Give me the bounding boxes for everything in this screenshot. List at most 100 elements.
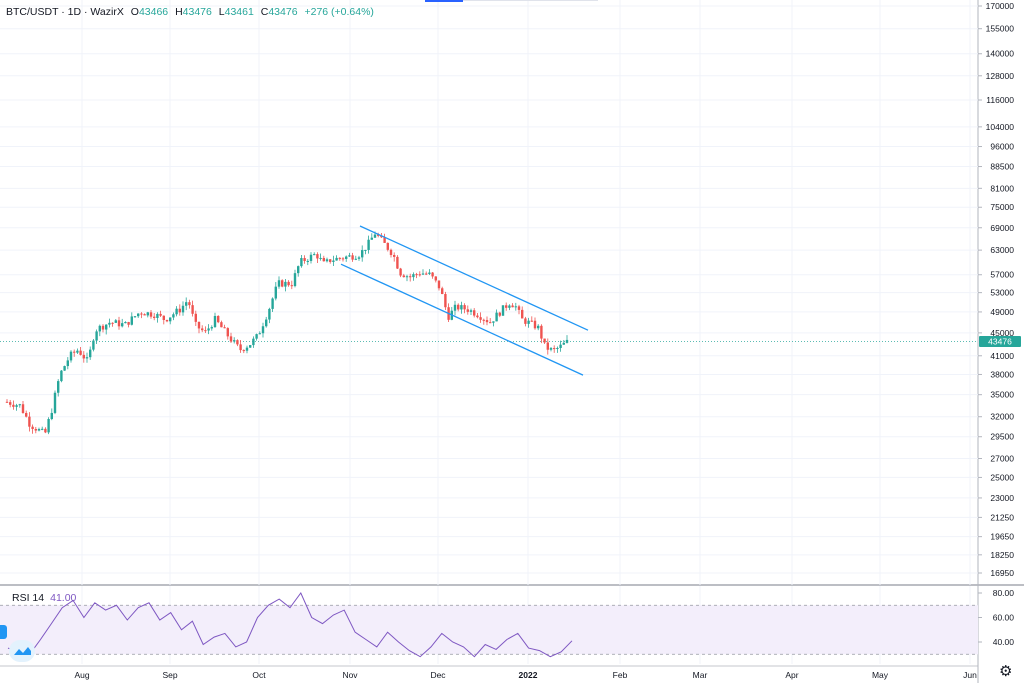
rsi-legend[interactable]: RSI 14 41.00 [12, 592, 76, 604]
time-tick-label: Oct [252, 670, 266, 680]
candle-body [21, 404, 25, 413]
candle-body [428, 272, 431, 274]
candle-body [130, 316, 133, 325]
candle-body [329, 259, 332, 262]
candle-body [348, 255, 351, 257]
candle-body [370, 237, 373, 240]
candle-body [265, 319, 268, 327]
candle-body [498, 312, 501, 316]
candle-body [476, 315, 479, 318]
candle-body [345, 256, 348, 259]
candle-body [233, 340, 236, 342]
candle-body [258, 333, 261, 335]
candle-body [495, 312, 498, 322]
candle-body [418, 274, 421, 276]
candle-body [485, 320, 489, 323]
candle-body [217, 315, 220, 323]
time-tick-label: Mar [693, 670, 708, 680]
candle-body [441, 288, 444, 295]
candle-body [133, 316, 137, 318]
last-price-badge: 43476 [979, 336, 1021, 347]
candle-body [316, 254, 319, 259]
candle-body [373, 234, 377, 238]
symbol-legend[interactable]: BTC/USDT · 1D · WazirX O43466 H43476 L43… [6, 6, 374, 18]
time-axis[interactable]: Aug Sep Oct Nov Dec 2022 Feb Mar Apr May Jun [74, 670, 977, 680]
price-axis[interactable]: 170000 155000 140000 128000 116000 104000 9600… [978, 1, 1014, 647]
candle-body [505, 305, 508, 308]
price-tick-label: 41000 [990, 351, 1014, 361]
candle-body [140, 313, 143, 315]
candle-body [524, 318, 527, 324]
candle-body [98, 325, 101, 332]
time-tick-label: Feb [613, 670, 628, 680]
candle-body [389, 249, 393, 255]
low-value: 43461 [224, 6, 254, 18]
candle-body [204, 330, 207, 332]
candle-body [332, 260, 335, 262]
candle-body [57, 381, 60, 393]
candle-body [325, 259, 329, 262]
candle-body [306, 260, 309, 262]
candle-body [213, 315, 217, 328]
rsi-line [7, 592, 573, 658]
price-tick-label: 32000 [990, 412, 1014, 422]
channel-lower-line [340, 263, 584, 376]
candle-body [229, 336, 233, 342]
gear-icon[interactable]: ⚙ [999, 663, 1013, 680]
price-tick-label: 57000 [990, 270, 1014, 280]
candle-body [303, 258, 306, 261]
candle-body [47, 419, 50, 433]
candle-body [63, 366, 66, 371]
candle-body [153, 316, 156, 318]
candle-body [409, 276, 412, 278]
candle-body [271, 298, 274, 309]
rsi-label[interactable]: RSI 14 [12, 592, 45, 604]
candle-body [82, 354, 85, 359]
candle-body [489, 322, 492, 324]
candle-body [149, 312, 153, 317]
candle-body [85, 357, 89, 359]
candle-body [44, 428, 47, 433]
collapse-panel-button[interactable] [0, 625, 7, 639]
candle-body [402, 275, 405, 278]
candle-body [527, 320, 530, 324]
candle-body [252, 338, 255, 346]
candle-body [380, 235, 383, 238]
candle-body [165, 319, 169, 322]
time-tick-label: Jun [963, 670, 977, 680]
candle-body [562, 342, 565, 345]
candle-body [501, 305, 505, 316]
rsi-tick-label: 80.00 [993, 588, 1015, 598]
candle-body [69, 351, 73, 361]
candle-body [351, 255, 354, 260]
candle-body [178, 308, 181, 313]
candle-body [383, 237, 386, 243]
candle-body [530, 320, 533, 322]
price-tick-label: 21250 [990, 512, 1014, 522]
candle-body [73, 351, 76, 353]
candle-body [175, 308, 178, 315]
candle-body [89, 349, 92, 358]
candle-body [514, 306, 517, 308]
last-price-badge-bg [979, 336, 1021, 347]
candle-body [207, 328, 210, 331]
price-tick-label: 53000 [990, 288, 1014, 298]
symbol-title[interactable]: BTC/USDT · 1D · WazirX [6, 6, 124, 18]
candle-body [553, 348, 556, 350]
price-tick-label: 170000 [986, 1, 1015, 11]
tradingview-logo-icon[interactable] [9, 640, 35, 662]
open-value: 43466 [138, 6, 169, 18]
price-tick-label: 38000 [990, 369, 1014, 379]
candle-body [300, 258, 303, 267]
candle-body [111, 322, 114, 324]
descending-channel[interactable] [340, 225, 589, 376]
candle-body [354, 258, 357, 260]
candle-body [92, 340, 95, 350]
candle-body [361, 250, 364, 258]
time-tick-label: Apr [785, 670, 798, 680]
top-toolbar-line [463, 0, 598, 1]
candle-body [338, 257, 341, 259]
candle-body [25, 412, 28, 417]
low-label: L [218, 6, 225, 18]
